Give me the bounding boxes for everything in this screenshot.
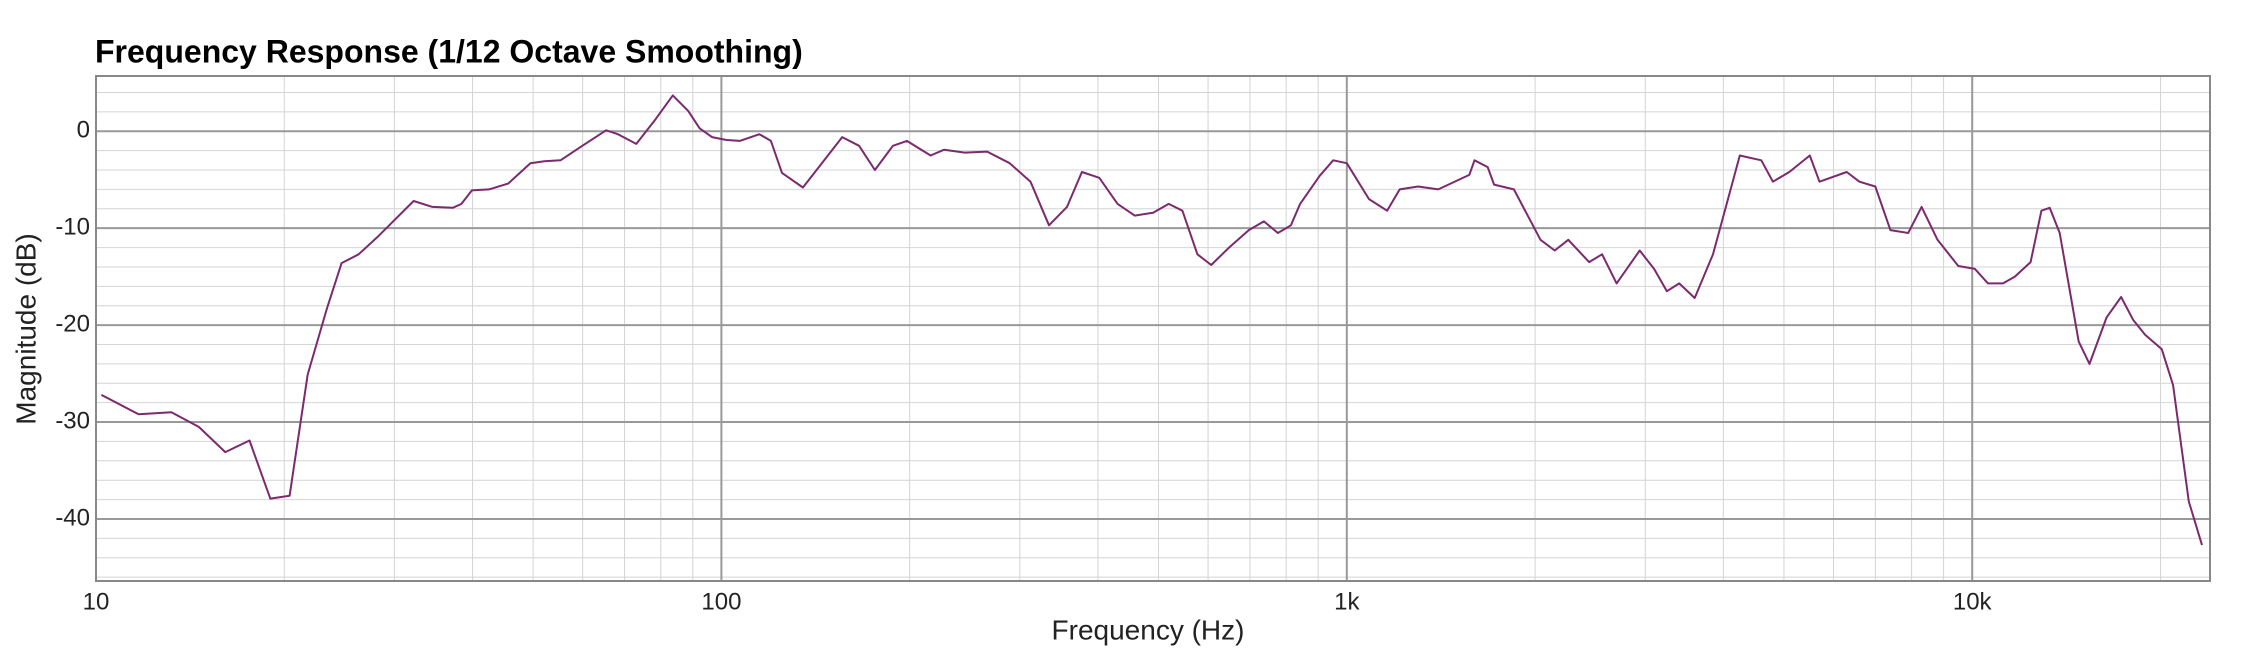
y-tick-label: 0 (77, 117, 90, 144)
chart-title: Frequency Response (1/12 Octave Smoothin… (95, 33, 803, 69)
y-tick-label: -10 (55, 214, 90, 241)
y-axis-label: Magnitude (dB) (10, 233, 41, 424)
response-line (100, 94, 2203, 546)
plot-frame (95, 75, 2211, 582)
y-tick-label: -40 (55, 504, 90, 531)
x-tick-label: 10 (83, 588, 110, 615)
x-tick-label: 100 (701, 588, 741, 615)
x-tick-label: 10k (1953, 588, 1993, 615)
y-tick-label: -20 (55, 310, 90, 337)
x-axis-label: Frequency (Hz) (1052, 614, 1245, 645)
x-tick-label: 1k (1334, 588, 1360, 615)
y-tick-label: -30 (55, 407, 90, 434)
